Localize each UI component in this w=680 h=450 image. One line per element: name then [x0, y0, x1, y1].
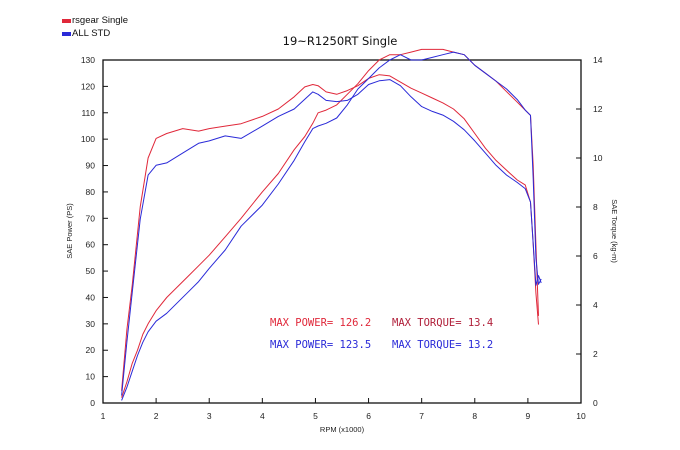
x-tick-label: 4 — [260, 411, 265, 421]
legend-swatch-std — [62, 31, 71, 36]
y2-tick-label: 8 — [593, 202, 598, 212]
data-lines — [121, 48, 542, 401]
y-tick-label: 20 — [86, 345, 96, 355]
x-tick-label: 5 — [313, 411, 318, 421]
plot-frame — [102, 59, 582, 404]
rsgear-torque-line — [121, 74, 539, 391]
y-tick-label: 0 — [90, 398, 95, 408]
y-tick-label: 30 — [86, 319, 96, 329]
y2-tick-label: 4 — [593, 300, 598, 310]
x-tick-label: 6 — [366, 411, 371, 421]
y2-tick-label: 6 — [593, 251, 598, 261]
std-power-line — [121, 51, 542, 401]
y-tick-label: 100 — [81, 134, 95, 144]
y2-axis-label: SAE Torque (kg-m) — [610, 199, 619, 263]
legend-swatch-rsgear — [62, 18, 71, 23]
y-tick-label: 70 — [86, 213, 96, 223]
x-tick-label: 9 — [526, 411, 531, 421]
y-tick-label: 90 — [86, 161, 96, 171]
x-tick-label: 3 — [207, 411, 212, 421]
x-axis-label: RPM (x1000) — [320, 425, 365, 434]
x-tick-label: 8 — [472, 411, 477, 421]
x-tick-label: 7 — [419, 411, 424, 421]
y-tick-label: 50 — [86, 266, 96, 276]
y2-tick-label: 12 — [593, 104, 603, 114]
y-tick-label: 80 — [86, 187, 96, 197]
legend-item-std: ALL STD — [62, 27, 128, 40]
x-tick-label: 10 — [576, 411, 586, 421]
y2-tick-label: 14 — [593, 55, 603, 65]
chart-title: 19~R1250RT Single — [282, 34, 398, 48]
y-tick-label: 10 — [86, 372, 96, 382]
y-tick-label: 40 — [86, 292, 96, 302]
y-tick-label: 60 — [86, 240, 96, 250]
legend-label-rsgear: rsgear Single — [72, 15, 128, 26]
y-axis-label: SAE Power (PS) — [65, 203, 74, 259]
legend-item-rsgear: rsgear Single — [62, 14, 128, 27]
max-torque-rsgear: MAX TORQUE= 13.4 — [392, 317, 493, 329]
max-power-std: MAX POWER= 123.5 — [270, 339, 371, 351]
axis-ticks: 1 2 3 4 5 6 7 8 9 1001020304050607080901001101201… — [81, 55, 603, 421]
max-torque-std: MAX TORQUE= 13.2 — [392, 339, 493, 351]
y-tick-label: 110 — [81, 108, 95, 118]
std-torque-line — [121, 79, 542, 396]
y2-tick-label: 0 — [593, 398, 598, 408]
x-tick-label: 2 — [154, 411, 159, 421]
y2-tick-label: 2 — [593, 349, 598, 359]
y-tick-label: 130 — [81, 55, 95, 65]
y-tick-label: 120 — [81, 81, 95, 91]
x-tick-label: 1 — [101, 411, 106, 421]
legend: rsgear Single ALL STD — [62, 14, 128, 40]
legend-label-std: ALL STD — [72, 28, 111, 39]
y2-tick-label: 10 — [593, 153, 603, 163]
max-power-rsgear: MAX POWER= 126.2 — [270, 317, 371, 329]
